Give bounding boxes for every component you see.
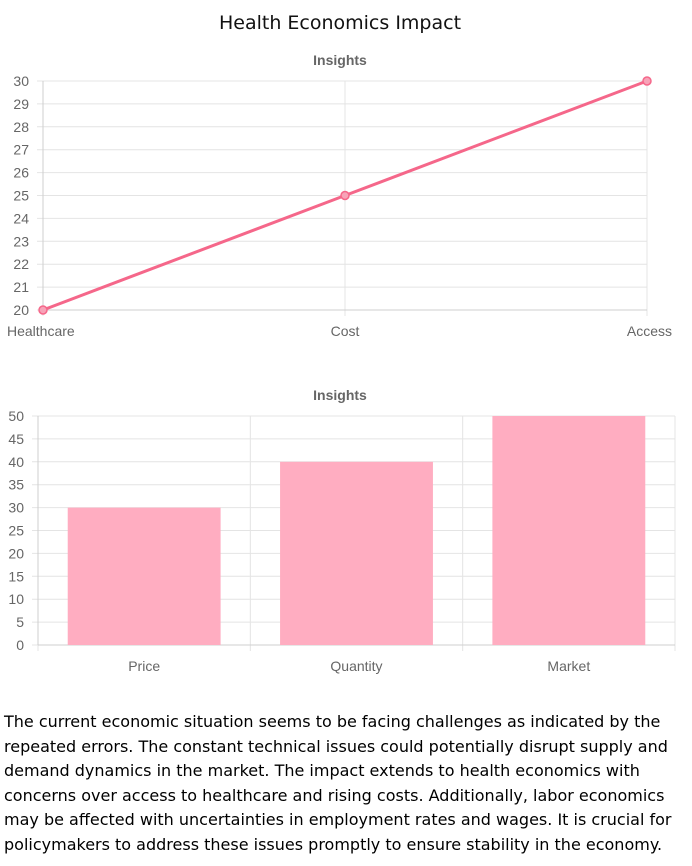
y-tick-label: 45 xyxy=(8,431,24,447)
y-tick-label: 20 xyxy=(8,545,24,561)
x-tick-label: Access xyxy=(627,323,672,339)
data-point xyxy=(38,305,48,315)
bar-chart: Insights 0 5 10 15 20 25 30 35 40 45 50 Price Quantit… xyxy=(0,383,680,683)
y-tick-label: 40 xyxy=(8,454,24,470)
x-tick-label: Healthcare xyxy=(7,323,75,339)
y-tick-label: 29 xyxy=(13,96,29,112)
y-tick-label: 21 xyxy=(13,279,29,295)
data-point xyxy=(642,76,652,86)
y-tick-label: 10 xyxy=(8,591,24,607)
bar-chart-svg: Insights 0 5 10 15 20 25 30 35 40 45 50 Price Quantit… xyxy=(8,387,676,674)
chart-title: Insights xyxy=(313,387,367,403)
y-tick-label: 15 xyxy=(8,568,24,584)
y-tick-label: 25 xyxy=(8,523,24,539)
summary-paragraph: The current economic situation seems to … xyxy=(4,712,672,854)
line-chart: Insights 20 21 22 23 24 25 26 27 28 29 30 Healthcare… xyxy=(0,48,680,348)
y-tick-label: 22 xyxy=(13,256,29,272)
y-tick-label: 50 xyxy=(8,408,24,424)
y-tick-label: 23 xyxy=(13,233,29,249)
y-tick-label: 24 xyxy=(13,210,29,226)
data-point xyxy=(340,190,350,201)
x-tick-label: Quantity xyxy=(330,658,382,674)
page-title: Health Economics Impact xyxy=(218,12,462,34)
y-tick-label: 28 xyxy=(13,119,29,135)
bar xyxy=(67,507,221,645)
bar xyxy=(492,416,646,645)
chart-title: Insights xyxy=(313,52,367,68)
x-tick-label: Cost xyxy=(331,323,360,339)
y-tick-label: 27 xyxy=(13,142,29,158)
bar xyxy=(280,461,433,645)
y-tick-label: 0 xyxy=(16,637,24,653)
y-tick-label: 26 xyxy=(13,165,29,181)
y-tick-label: 20 xyxy=(13,302,29,318)
x-tick-label: Price xyxy=(128,658,160,674)
y-tick-label: 25 xyxy=(13,188,29,204)
line-chart-svg: Insights 20 21 22 23 24 25 26 27 28 29 30 Healthcare… xyxy=(7,52,672,339)
y-tick-label: 30 xyxy=(8,500,24,516)
y-tick-label: 5 xyxy=(16,614,24,630)
x-tick-label: Market xyxy=(547,658,590,674)
y-tick-label: 30 xyxy=(13,73,29,89)
y-tick-label: 35 xyxy=(8,477,24,493)
